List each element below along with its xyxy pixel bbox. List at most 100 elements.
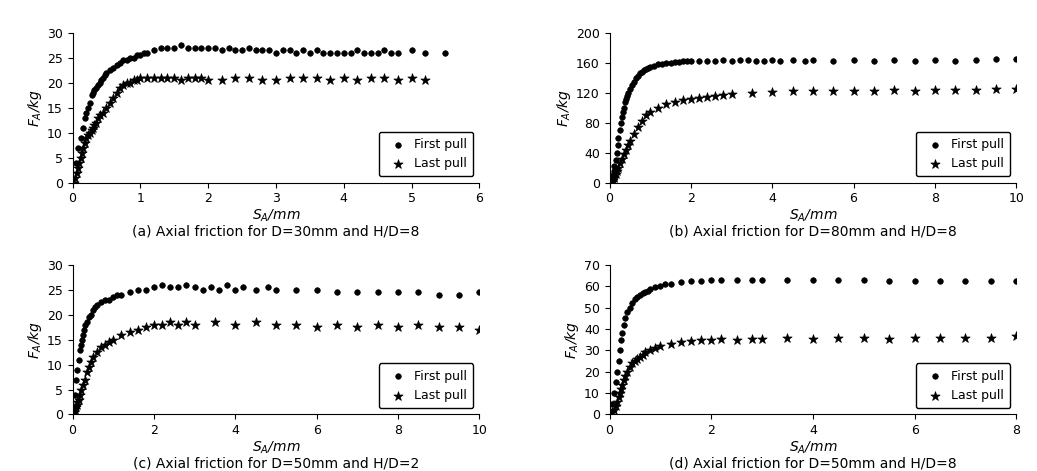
Last pull bbox=[642, 347, 658, 354]
Last pull bbox=[73, 154, 89, 162]
Last pull bbox=[906, 334, 923, 341]
Last pull bbox=[74, 149, 90, 156]
Last pull bbox=[728, 336, 745, 343]
Last pull bbox=[615, 150, 632, 158]
First pull bbox=[638, 65, 654, 73]
Text: (d) Axial friction for D=50mm and H/D=8: (d) Axial friction for D=50mm and H/D=8 bbox=[669, 456, 957, 471]
Last pull bbox=[754, 335, 770, 342]
First pull bbox=[739, 56, 756, 64]
Last pull bbox=[605, 176, 621, 183]
Last pull bbox=[173, 77, 190, 84]
First pull bbox=[122, 54, 139, 62]
Last pull bbox=[906, 87, 923, 94]
Last pull bbox=[390, 77, 407, 84]
Last pull bbox=[113, 331, 130, 339]
Last pull bbox=[615, 376, 632, 384]
Last pull bbox=[471, 326, 487, 333]
First pull bbox=[75, 331, 91, 339]
Last pull bbox=[90, 114, 107, 122]
Last pull bbox=[663, 340, 679, 348]
First pull bbox=[647, 284, 664, 291]
First pull bbox=[618, 92, 635, 99]
Last pull bbox=[105, 94, 121, 102]
First pull bbox=[73, 341, 89, 349]
Legend: First pull, Last pull: First pull, Last pull bbox=[379, 364, 473, 408]
First pull bbox=[615, 321, 632, 328]
Last pull bbox=[947, 86, 963, 94]
First pull bbox=[79, 318, 95, 326]
First pull bbox=[139, 49, 156, 57]
First pull bbox=[211, 286, 227, 293]
Last pull bbox=[403, 74, 420, 81]
Last pull bbox=[635, 351, 651, 358]
Last pull bbox=[609, 398, 625, 406]
Last pull bbox=[66, 406, 83, 413]
First pull bbox=[613, 119, 629, 127]
First pull bbox=[606, 390, 622, 397]
First pull bbox=[621, 304, 638, 311]
Y-axis label: $F_A$/kg: $F_A$/kg bbox=[563, 321, 581, 359]
Legend: First pull, Last pull: First pull, Last pull bbox=[379, 131, 473, 176]
Last pull bbox=[187, 74, 203, 81]
First pull bbox=[308, 47, 325, 54]
First pull bbox=[731, 56, 748, 64]
First pull bbox=[610, 141, 626, 149]
First pull bbox=[616, 315, 633, 322]
First pull bbox=[92, 77, 109, 84]
First pull bbox=[658, 59, 675, 67]
First pull bbox=[606, 168, 622, 175]
Last pull bbox=[79, 368, 95, 376]
Last pull bbox=[121, 328, 138, 336]
First pull bbox=[430, 291, 447, 299]
Last pull bbox=[214, 77, 230, 84]
First pull bbox=[383, 49, 399, 57]
Last pull bbox=[927, 86, 944, 94]
Last pull bbox=[67, 403, 84, 411]
First pull bbox=[693, 277, 709, 284]
First pull bbox=[609, 368, 625, 375]
Last pull bbox=[138, 324, 155, 331]
Last pull bbox=[363, 74, 380, 81]
Last pull bbox=[647, 344, 664, 352]
First pull bbox=[235, 284, 252, 291]
Last pull bbox=[69, 398, 86, 406]
First pull bbox=[302, 49, 318, 57]
Last pull bbox=[376, 74, 393, 81]
First pull bbox=[796, 57, 813, 65]
Last pull bbox=[642, 108, 658, 115]
Last pull bbox=[153, 321, 170, 328]
Last pull bbox=[723, 90, 739, 98]
Last pull bbox=[604, 408, 620, 416]
First pull bbox=[617, 95, 634, 103]
First pull bbox=[678, 57, 695, 65]
Last pull bbox=[624, 359, 641, 367]
Last pull bbox=[982, 334, 999, 341]
Last pull bbox=[621, 364, 638, 371]
Last pull bbox=[693, 336, 709, 343]
First pull bbox=[1008, 277, 1025, 284]
First pull bbox=[637, 288, 653, 295]
First pull bbox=[748, 57, 764, 65]
First pull bbox=[635, 289, 651, 296]
First pull bbox=[629, 293, 646, 300]
First pull bbox=[611, 357, 627, 365]
First pull bbox=[672, 278, 689, 286]
First pull bbox=[138, 286, 155, 293]
Last pull bbox=[1008, 85, 1025, 93]
Text: (b) Axial friction for D=80mm and H/D=8: (b) Axial friction for D=80mm and H/D=8 bbox=[669, 225, 957, 238]
First pull bbox=[723, 57, 739, 65]
First pull bbox=[115, 57, 132, 64]
Last pull bbox=[369, 321, 386, 328]
First pull bbox=[96, 296, 113, 303]
First pull bbox=[451, 291, 468, 299]
First pull bbox=[824, 57, 841, 65]
First pull bbox=[830, 276, 846, 284]
First pull bbox=[716, 56, 732, 64]
Last pull bbox=[99, 104, 115, 112]
First pull bbox=[636, 66, 652, 74]
Last pull bbox=[629, 355, 646, 363]
First pull bbox=[682, 277, 699, 284]
Last pull bbox=[77, 139, 93, 146]
Last pull bbox=[88, 119, 105, 127]
Last pull bbox=[830, 334, 846, 341]
